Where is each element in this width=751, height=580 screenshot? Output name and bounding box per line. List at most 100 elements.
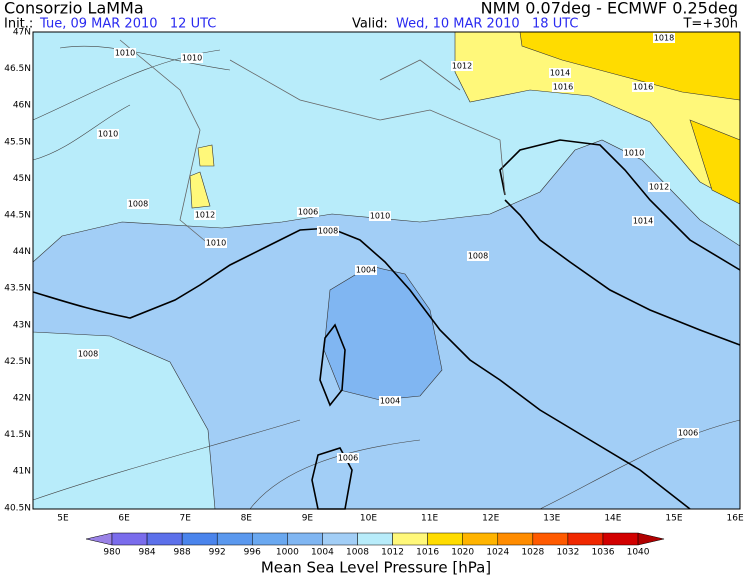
lat-label: 40.5N xyxy=(4,503,31,513)
isobar-label: 1012 xyxy=(649,183,669,192)
map xyxy=(32,31,741,510)
lon-label: 10E xyxy=(360,514,377,524)
legend-level: 1028 xyxy=(521,548,544,558)
isobar-label-bg xyxy=(552,82,574,92)
lat-label: 47N xyxy=(13,28,31,38)
lat-label: 42.5N xyxy=(4,357,31,367)
legend-level: 996 xyxy=(244,548,261,558)
isobar xyxy=(32,45,741,510)
pressure-region xyxy=(323,265,443,401)
lon-label: 5E xyxy=(57,514,69,524)
isobar-label: 1014 xyxy=(633,217,653,226)
isobar-label-bg xyxy=(648,182,670,192)
lat-label: 41.5N xyxy=(4,430,31,440)
border xyxy=(119,39,506,246)
legend-level: 1008 xyxy=(346,548,369,558)
legend-level: 1032 xyxy=(556,548,579,558)
isobar-label: 1004 xyxy=(356,266,376,275)
isobar-label-bg xyxy=(632,82,654,92)
isobar-label: 1010 xyxy=(115,49,135,58)
legend-level: 984 xyxy=(138,548,155,558)
isobar-label-bg xyxy=(379,396,401,406)
lat-label: 43.5N xyxy=(4,284,31,294)
isobar-label-bg xyxy=(369,211,391,221)
isobar-label-bg xyxy=(623,148,645,158)
legend-swatch xyxy=(392,532,428,546)
lat-label: 41N xyxy=(13,467,31,477)
legend-level: 1000 xyxy=(276,548,299,558)
isobar-label: 1010 xyxy=(370,212,390,221)
isobar-label-bg xyxy=(317,226,339,236)
isobar-label: 1006 xyxy=(678,429,698,438)
legend-swatch xyxy=(357,532,393,546)
legend-level: 1012 xyxy=(381,548,404,558)
lon-label: 16E xyxy=(727,514,744,524)
legend-title: Mean Sea Level Pressure [hPa] xyxy=(261,559,491,577)
lat-label: 44N xyxy=(13,247,31,257)
lat-label: 46N xyxy=(13,101,31,111)
lon-label: 6E xyxy=(118,514,130,524)
isobar-label: 1006 xyxy=(298,208,318,217)
lead-time: T=+30h xyxy=(682,17,738,32)
isobar-label-bg xyxy=(677,428,699,438)
legend-level: 992 xyxy=(209,548,226,558)
lon-label: 13E xyxy=(543,514,560,524)
legend-swatch xyxy=(216,532,253,546)
isobar-label-bg xyxy=(451,61,473,71)
legend-level: 1020 xyxy=(451,548,474,558)
isobar-label-bg xyxy=(97,129,119,139)
lat-label: 44.5N xyxy=(4,211,31,221)
legend-swatch xyxy=(111,532,148,546)
valid-value: Wed, 10 MAR 2010 18 UTC xyxy=(396,17,578,32)
model: NMM 0.07deg - ECMWF 0.25deg xyxy=(481,0,738,18)
isobar-label-bg xyxy=(355,265,377,275)
legend-level: 1036 xyxy=(592,548,615,558)
legend-swatch xyxy=(497,532,534,546)
isobar-label: 1018 xyxy=(654,34,674,43)
isobar-label: 1008 xyxy=(318,227,338,236)
isobar-label: 1008 xyxy=(128,200,148,209)
isobar-label: 1014 xyxy=(550,69,570,78)
lon-label: 12E xyxy=(482,514,499,524)
isobar-label: 1012 xyxy=(452,62,472,71)
legend-swatch xyxy=(146,532,183,546)
legend-swatch xyxy=(252,532,288,546)
init-label: Init.: xyxy=(4,17,33,32)
legend-swatch xyxy=(287,532,323,546)
legend-swatch xyxy=(637,532,665,546)
legend-swatch xyxy=(181,532,218,546)
pressure-region xyxy=(197,144,215,167)
lon-label: 7E xyxy=(179,514,191,524)
isobar-label-bg xyxy=(114,48,136,58)
legend-swatch xyxy=(322,532,358,546)
legend-swatch xyxy=(567,532,604,546)
isobar-label: 1012 xyxy=(195,211,215,220)
legend-swatch xyxy=(85,532,113,546)
lon-label: 9E xyxy=(302,514,314,524)
isobar-label: 1010 xyxy=(206,239,226,248)
isobar-label-bg xyxy=(549,68,571,78)
isobar-label-bg xyxy=(653,33,675,43)
isobar-label-bg xyxy=(77,349,99,359)
lon-label: 15E xyxy=(665,514,682,524)
valid-label: Valid: xyxy=(352,17,388,32)
isobar-label-bg xyxy=(127,199,149,209)
isobar-label-bg xyxy=(205,238,227,248)
legend-level: 1024 xyxy=(486,548,509,558)
lon-label: 14E xyxy=(604,514,621,524)
isobar-label-bg xyxy=(467,251,489,261)
lat-label: 42N xyxy=(13,394,31,404)
map-frame xyxy=(32,31,741,510)
lon-label: 8E xyxy=(241,514,253,524)
isobar-label: 1010 xyxy=(624,149,644,158)
lon-label: 11E xyxy=(421,514,438,524)
isobar-label-bg xyxy=(297,207,319,217)
isobar-label-bg xyxy=(337,453,359,463)
isobar-label: 1006 xyxy=(338,454,358,463)
legend-swatch xyxy=(427,532,463,546)
legend-level: 980 xyxy=(103,548,120,558)
lat-label: 45N xyxy=(13,174,31,184)
isobar-label-bg xyxy=(632,216,654,226)
lat-label: 45.5N xyxy=(4,137,31,147)
